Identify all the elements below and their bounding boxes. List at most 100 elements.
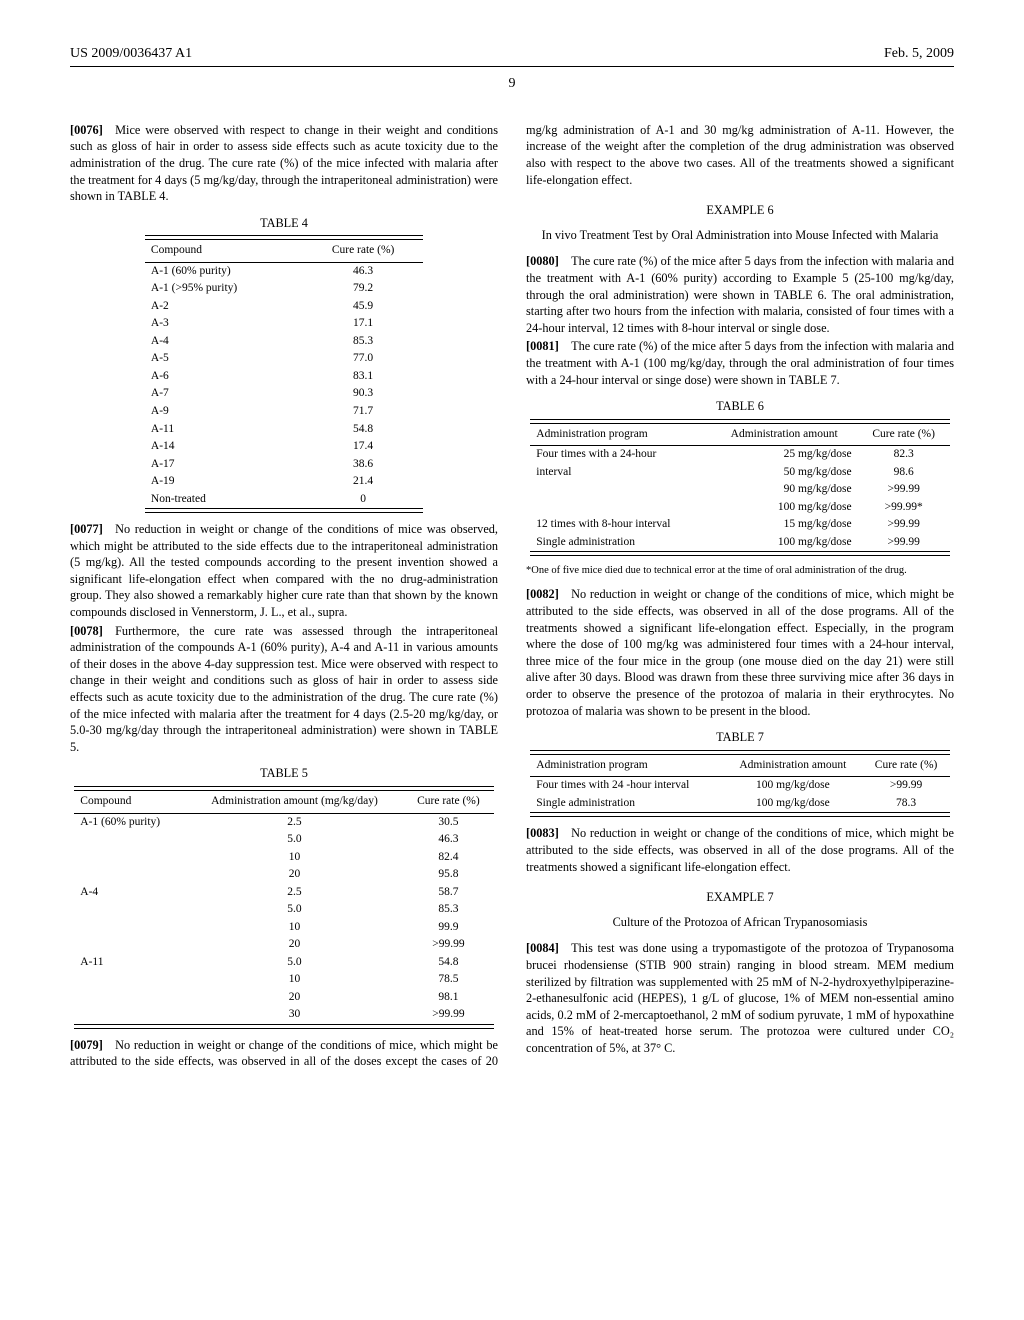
- table-row: A-1 (60% purity)2.530.5: [74, 813, 493, 831]
- table-cell: >99.99*: [858, 499, 950, 517]
- example6-subtitle: In vivo Treatment Test by Oral Administr…: [526, 227, 954, 244]
- table-cell: A-3: [145, 315, 303, 333]
- table-cell: A-2: [145, 298, 303, 316]
- table-cell: 83.1: [303, 368, 423, 386]
- table-cell: [74, 1006, 186, 1024]
- table5-h2: Cure rate (%): [403, 790, 494, 813]
- table-row: A-317.1: [145, 315, 423, 333]
- table6-h2: Cure rate (%): [858, 423, 950, 446]
- table-cell: 15 mg/kg/dose: [711, 516, 858, 534]
- table-cell: [74, 936, 186, 954]
- table-cell: A-5: [145, 350, 303, 368]
- table5-title: TABLE 5: [70, 765, 498, 782]
- table-cell: A-14: [145, 438, 303, 456]
- table-row: A-485.3: [145, 333, 423, 351]
- table-row: A-1417.4: [145, 438, 423, 456]
- header-rule: [70, 66, 954, 67]
- table-row: Four times with 24 -hour interval100 mg/…: [530, 777, 949, 795]
- table-row: Four times with a 24-hour25 mg/kg/dose82…: [530, 446, 949, 464]
- table-cell: 71.7: [303, 403, 423, 421]
- para-0083: [0083] No reduction in weight or change …: [526, 825, 954, 875]
- table6-footnote: *One of five mice died due to technical …: [526, 564, 954, 578]
- table-row: Single administration100 mg/kg/dose>99.9…: [530, 534, 949, 552]
- table-cell: >99.99: [403, 936, 494, 954]
- table-row: A-790.3: [145, 385, 423, 403]
- table-cell: [74, 989, 186, 1007]
- para-0078: [0078] Furthermore, the cure rate was as…: [70, 623, 498, 756]
- table-cell: 82.3: [858, 446, 950, 464]
- table-cell: A-7: [145, 385, 303, 403]
- page-header: US 2009/0036437 A1 Feb. 5, 2009: [70, 45, 954, 64]
- table-cell: 46.3: [403, 831, 494, 849]
- table-row: 2095.8: [74, 866, 493, 884]
- table-row: A-1738.6: [145, 456, 423, 474]
- table-row: A-1 (60% purity)46.3: [145, 262, 423, 280]
- table7-title: TABLE 7: [526, 729, 954, 746]
- table-row: A-577.0: [145, 350, 423, 368]
- table-row: 30>99.99: [74, 1006, 493, 1024]
- table-cell: 99.9: [403, 919, 494, 937]
- table-cell: A-19: [145, 473, 303, 491]
- table-row: A-115.054.8: [74, 954, 493, 972]
- table-cell: [74, 919, 186, 937]
- table-row: 2098.1: [74, 989, 493, 1007]
- table-cell: 54.8: [303, 421, 423, 439]
- table-cell: 78.5: [403, 971, 494, 989]
- table-cell: A-4: [74, 884, 186, 902]
- table-row: 5.046.3: [74, 831, 493, 849]
- para-0076: [0076] Mice were observed with respect t…: [70, 122, 498, 205]
- table-cell: [530, 481, 710, 499]
- table-cell: 30: [186, 1006, 403, 1024]
- table7-h2: Cure rate (%): [862, 754, 949, 777]
- table-cell: 100 mg/kg/dose: [711, 499, 858, 517]
- table-cell: 0: [303, 491, 423, 509]
- table-row: 1082.4: [74, 849, 493, 867]
- table-cell: 5.0: [186, 901, 403, 919]
- table-cell: A-11: [74, 954, 186, 972]
- table6-title: TABLE 6: [526, 398, 954, 415]
- table-cell: 79.2: [303, 280, 423, 298]
- table-cell: [74, 971, 186, 989]
- table-cell: [74, 866, 186, 884]
- table4-title: TABLE 4: [70, 215, 498, 232]
- table5: Compound Administration amount (mg/kg/da…: [74, 786, 493, 1029]
- para-0077: [0077] No reduction in weight or change …: [70, 521, 498, 621]
- table-cell: 5.0: [186, 954, 403, 972]
- table-cell: >99.99: [858, 516, 950, 534]
- table4-h1: Cure rate (%): [303, 240, 423, 263]
- table-cell: 90.3: [303, 385, 423, 403]
- table5-h1: Administration amount (mg/kg/day): [186, 790, 403, 813]
- table-cell: 98.1: [403, 989, 494, 1007]
- table-cell: 90 mg/kg/dose: [711, 481, 858, 499]
- table-cell: 10: [186, 849, 403, 867]
- table-cell: A-17: [145, 456, 303, 474]
- table-cell: [74, 831, 186, 849]
- table-row: interval50 mg/kg/dose98.6: [530, 464, 949, 482]
- example7-subtitle: Culture of the Protozoa of African Trypa…: [526, 914, 954, 931]
- table-row: A-971.7: [145, 403, 423, 421]
- table-row: 5.085.3: [74, 901, 493, 919]
- table-row: A-683.1: [145, 368, 423, 386]
- table-cell: 10: [186, 919, 403, 937]
- table-cell: 85.3: [303, 333, 423, 351]
- table-row: 1078.5: [74, 971, 493, 989]
- table-row: 90 mg/kg/dose>99.99: [530, 481, 949, 499]
- table-cell: Single administration: [530, 795, 723, 813]
- table-cell: [74, 849, 186, 867]
- table-row: Non-treated0: [145, 491, 423, 509]
- table-cell: 21.4: [303, 473, 423, 491]
- table-cell: 2.5: [186, 884, 403, 902]
- table-cell: 98.6: [858, 464, 950, 482]
- table6-h1: Administration amount: [711, 423, 858, 446]
- table-cell: A-1 (60% purity): [74, 813, 186, 831]
- table-cell: A-11: [145, 421, 303, 439]
- table-cell: >99.99: [858, 534, 950, 552]
- table6-h0: Administration program: [530, 423, 710, 446]
- table-row: 1099.9: [74, 919, 493, 937]
- table-cell: 2.5: [186, 813, 403, 831]
- table-row: A-1 (>95% purity)79.2: [145, 280, 423, 298]
- table-cell: 30.5: [403, 813, 494, 831]
- table-cell: 50 mg/kg/dose: [711, 464, 858, 482]
- table7: Administration program Administration am…: [530, 750, 949, 818]
- table-cell: Four times with a 24-hour: [530, 446, 710, 464]
